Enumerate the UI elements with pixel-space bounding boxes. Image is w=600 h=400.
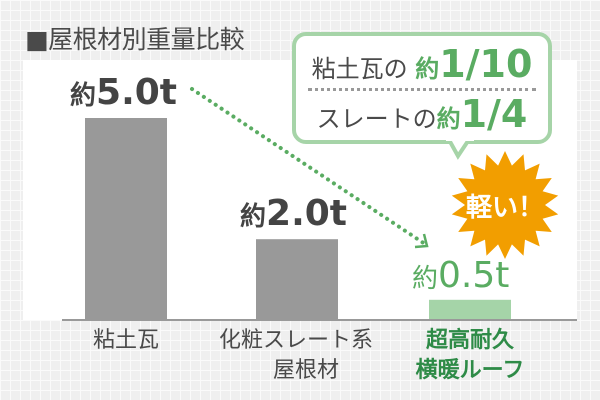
value-label-1: 約2.0t <box>240 193 347 234</box>
value-label-2: 約0.5t <box>412 255 510 296</box>
value-label-0: 約5.0t <box>70 72 177 113</box>
category-label-1: 化粧スレート系 屋根材 <box>218 328 373 383</box>
callout-line-clay: 粘土瓦の 約1/10 <box>311 42 533 86</box>
category-label-0: 粘土瓦 <box>92 328 159 353</box>
light-burst-badge: 軽い！ <box>451 151 559 259</box>
callout-tail <box>446 138 474 160</box>
bar-2 <box>429 299 511 320</box>
badge-text: 軽い！ <box>466 192 544 223</box>
callout-divider <box>308 88 536 91</box>
starburst-icon <box>451 151 559 259</box>
arrow-head-icon <box>414 233 429 249</box>
callout-line-slate: スレートの約1/4 <box>316 92 528 136</box>
category-label-2: 超高耐久 横暖ルーフ <box>415 328 525 383</box>
bar-0 <box>85 118 167 320</box>
comparison-callout: 粘土瓦の 約1/10 スレートの約1/4 <box>292 32 552 144</box>
chart-title: ■屋根材別重量比較 <box>25 25 245 54</box>
trend-arrow <box>190 87 427 246</box>
bar-1 <box>256 239 338 320</box>
